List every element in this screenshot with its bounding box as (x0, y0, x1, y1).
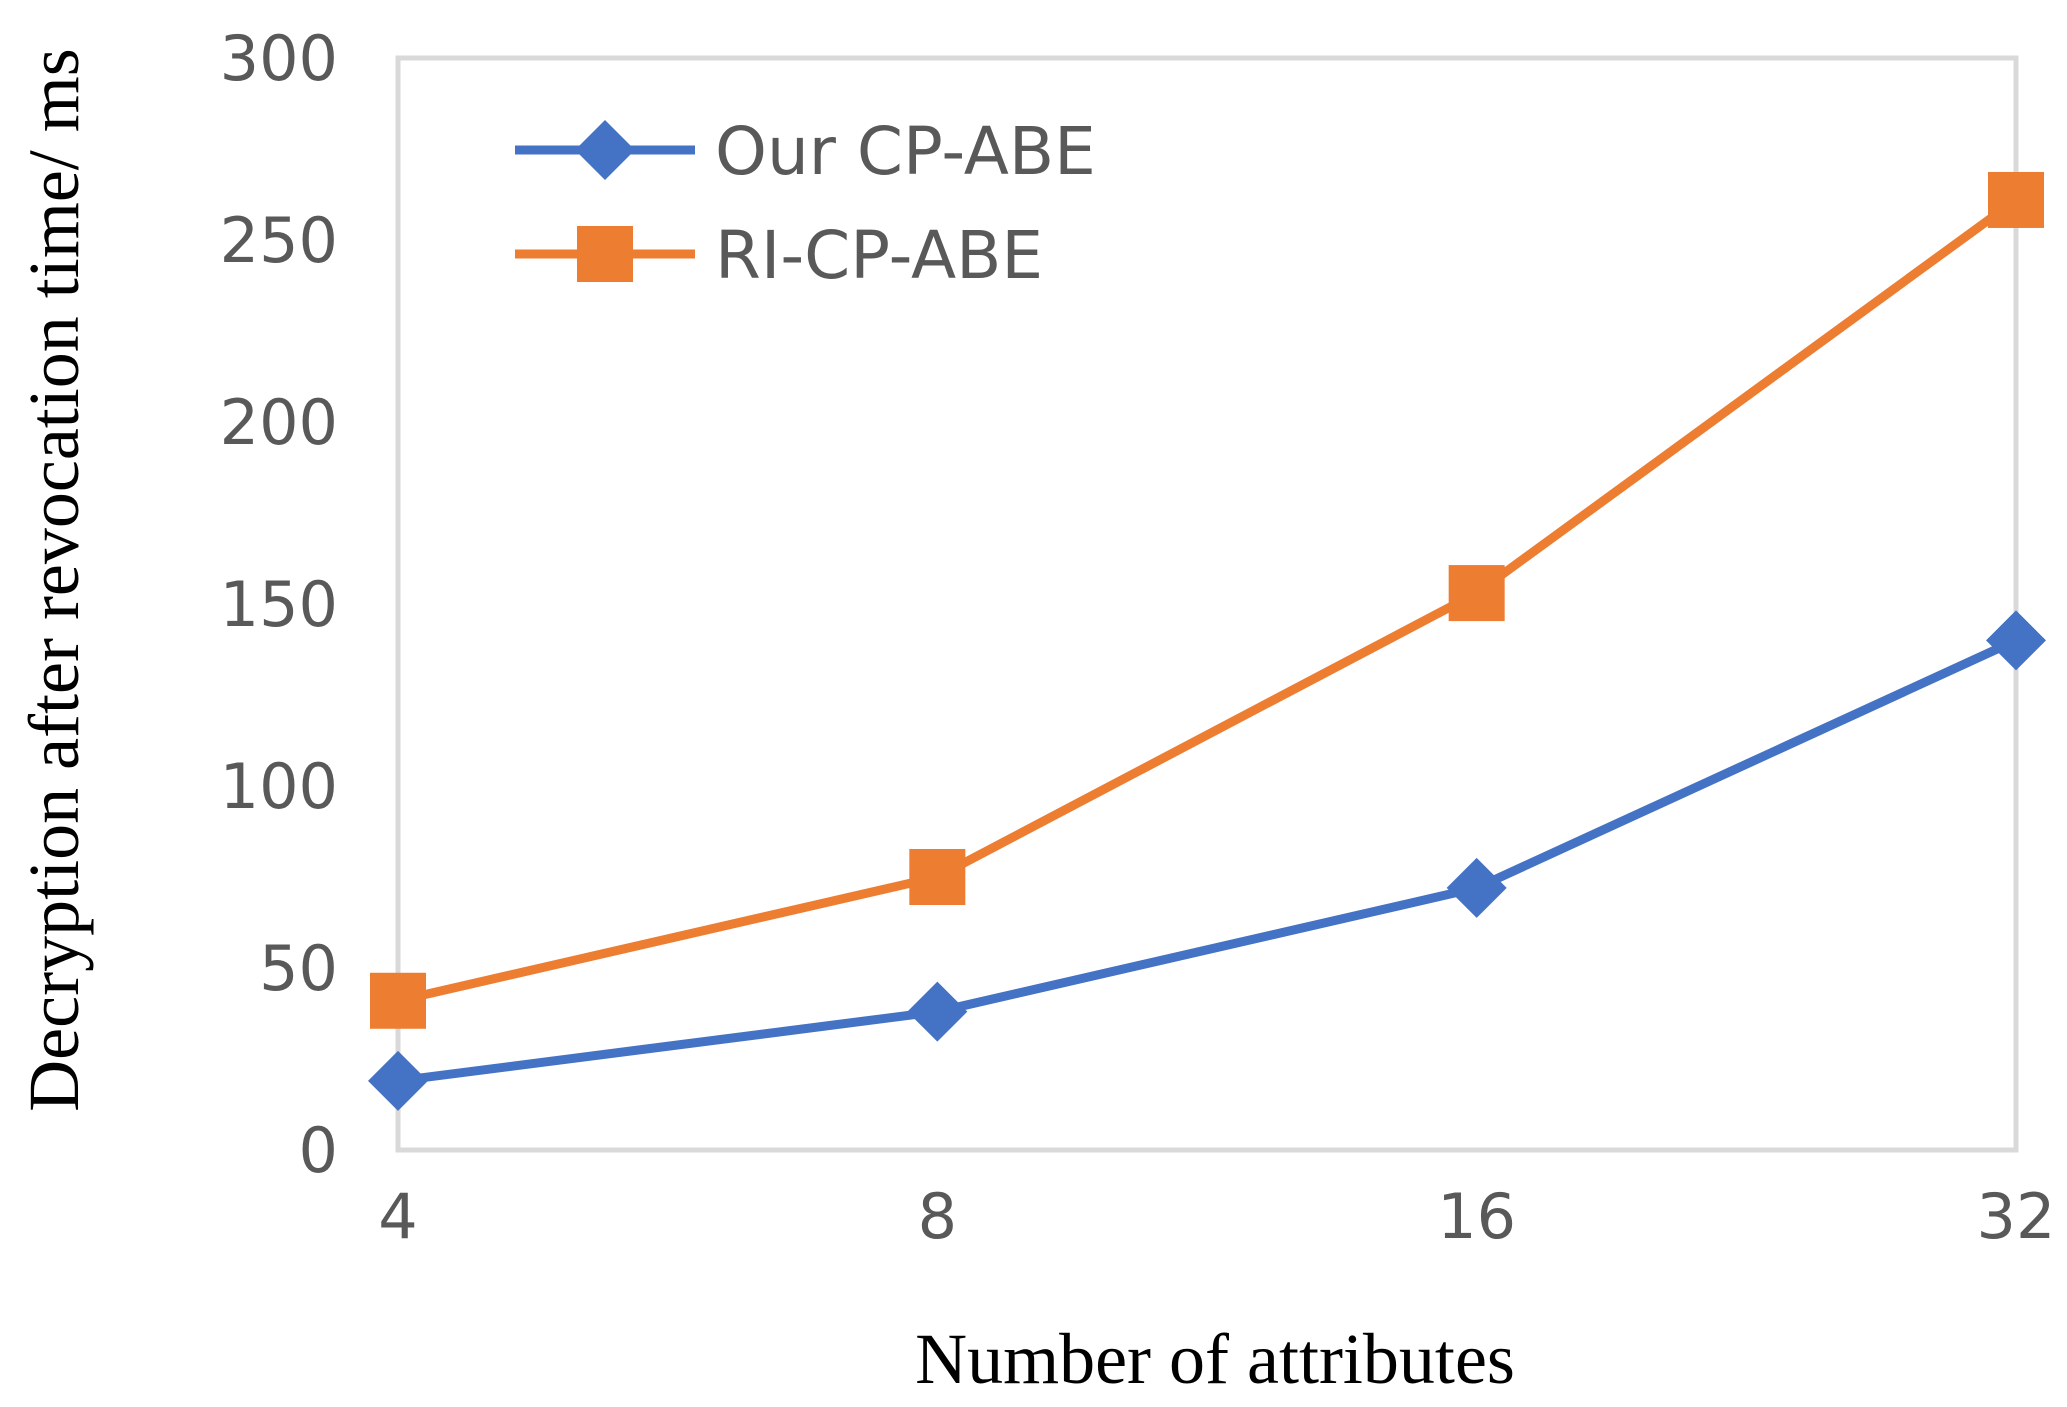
legend-label-2: RI-CP-ABE (715, 217, 1043, 294)
y-tick-label: 300 (220, 22, 338, 95)
data-point-2-2 (909, 849, 966, 905)
x-tick-label: 32 (1977, 1180, 2056, 1253)
y-tick-label: 250 (220, 204, 338, 277)
data-point-2-4 (1988, 171, 2044, 228)
data-point-1-1 (368, 1050, 428, 1111)
legend-label-1: Our CP-ABE (715, 113, 1096, 190)
y-tick-label: 50 (259, 932, 338, 1005)
y-axis-ticks: 0 50 100 150 200 250 300 (220, 22, 338, 1187)
legend-marker-2 (577, 226, 633, 282)
y-tick-label: 150 (220, 568, 338, 641)
y-tick-label: 200 (220, 386, 338, 459)
data-point-2-3 (1448, 565, 1505, 622)
x-axis-ticks: 4 8 16 32 (378, 1180, 2055, 1253)
data-point-2-1 (370, 972, 426, 1029)
series-layer (368, 171, 2046, 1111)
data-point-1-4 (1986, 610, 2046, 671)
y-tick-label: 0 (299, 1114, 338, 1187)
x-tick-label: 8 (918, 1180, 957, 1253)
legend-marker-1 (575, 120, 635, 180)
series-line-2 (393, 195, 2021, 1006)
data-point-1-3 (1446, 857, 1507, 918)
y-axis-title: Decryption after revocation time/ ms (14, 48, 94, 1112)
x-tick-label: 16 (1437, 1180, 1516, 1253)
y-tick-label: 100 (220, 750, 338, 823)
series-line-1 (393, 635, 2021, 1086)
plot-frame (395, 55, 2019, 1153)
x-axis-title: Number of attributes (915, 1319, 1515, 1399)
x-tick-label: 4 (378, 1180, 417, 1253)
legend: Our CP-ABE RI-CP-ABE (515, 113, 1096, 294)
data-point-1-2 (907, 981, 968, 1042)
